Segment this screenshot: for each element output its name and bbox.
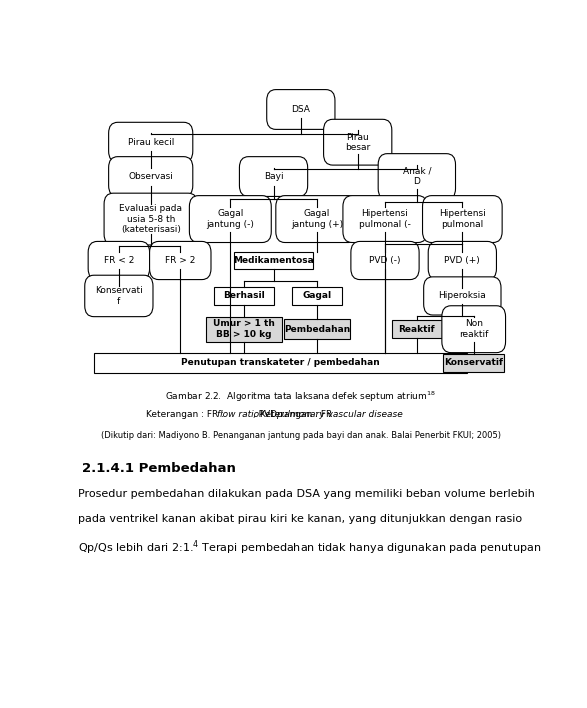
Text: DSA: DSA: [291, 105, 311, 114]
Text: Umur > 1 th
BB > 10 kg: Umur > 1 th BB > 10 kg: [213, 319, 275, 339]
Text: Gambar 2.2.  Algoritma tata laksana defek septum atrium$^{18}$: Gambar 2.2. Algoritma tata laksana defek…: [166, 389, 436, 404]
Text: Medikamentosa: Medikamentosa: [233, 256, 314, 265]
FancyBboxPatch shape: [85, 275, 153, 316]
Text: Pembedahan: Pembedahan: [284, 325, 350, 333]
Text: , PVD :: , PVD :: [253, 410, 286, 419]
Text: Penutupan transkateter / pembedahan: Penutupan transkateter / pembedahan: [181, 358, 380, 367]
Text: FR < 2: FR < 2: [104, 256, 134, 265]
FancyBboxPatch shape: [292, 287, 342, 305]
FancyBboxPatch shape: [378, 154, 456, 200]
FancyBboxPatch shape: [276, 195, 357, 243]
FancyBboxPatch shape: [88, 241, 150, 280]
FancyBboxPatch shape: [214, 287, 274, 305]
Text: Pirau
besar: Pirau besar: [345, 132, 370, 152]
Text: Hipertensi
pulmonal (-: Hipertensi pulmonal (-: [359, 210, 411, 229]
Text: Gagal: Gagal: [302, 292, 331, 300]
Text: pada ventrikel kanan akibat pirau kiri ke kanan, yang ditunjukkan dengan rasio: pada ventrikel kanan akibat pirau kiri k…: [78, 514, 522, 524]
Text: Gagal
jantung (+): Gagal jantung (+): [291, 210, 343, 229]
FancyBboxPatch shape: [234, 251, 313, 270]
FancyBboxPatch shape: [266, 90, 335, 130]
FancyBboxPatch shape: [94, 353, 467, 373]
Text: Hiperoksia: Hiperoksia: [438, 292, 486, 300]
FancyBboxPatch shape: [443, 354, 504, 372]
FancyBboxPatch shape: [284, 319, 350, 339]
Text: flow ratio: flow ratio: [217, 410, 259, 419]
FancyBboxPatch shape: [323, 120, 392, 165]
Text: 2.1.4.1 Pembedahan: 2.1.4.1 Pembedahan: [82, 462, 237, 475]
Text: Konservati
f: Konservati f: [95, 286, 143, 306]
Text: Observasi: Observasi: [129, 172, 173, 181]
Text: PVD (-): PVD (-): [369, 256, 401, 265]
Text: Konservatif: Konservatif: [444, 358, 503, 367]
Text: Non
reaktif: Non reaktif: [459, 319, 488, 339]
FancyBboxPatch shape: [207, 316, 282, 342]
Text: PVD (+): PVD (+): [444, 256, 480, 265]
FancyBboxPatch shape: [423, 195, 502, 243]
FancyBboxPatch shape: [109, 156, 193, 196]
FancyBboxPatch shape: [104, 193, 197, 245]
Text: Prosedur pembedahan dilakukan pada DSA yang memiliki beban volume berlebih: Prosedur pembedahan dilakukan pada DSA y…: [78, 489, 535, 499]
Text: Bayi: Bayi: [264, 172, 284, 181]
FancyBboxPatch shape: [190, 195, 271, 243]
Text: Anak /
D: Anak / D: [403, 167, 431, 186]
FancyBboxPatch shape: [429, 241, 497, 280]
FancyBboxPatch shape: [150, 241, 211, 280]
Text: Qp/Qs lebih dari 2:1.$^{4}$ Terapi pembedahan tidak hanya digunakan pada penutup: Qp/Qs lebih dari 2:1.$^{4}$ Terapi pembe…: [78, 539, 541, 557]
FancyBboxPatch shape: [442, 306, 505, 353]
Text: Gagal
jantung (-): Gagal jantung (-): [207, 210, 254, 229]
Text: Keterangan : FR :: Keterangan : FR :: [261, 410, 341, 419]
FancyBboxPatch shape: [343, 195, 427, 243]
Text: (Dikutip dari: Madiyono B. Penanganan jantung pada bayi dan anak. Balai Penerbit: (Dikutip dari: Madiyono B. Penanganan ja…: [101, 430, 501, 440]
Text: Reaktif: Reaktif: [399, 325, 435, 333]
FancyBboxPatch shape: [239, 156, 308, 196]
Text: Evaluasi pada
usia 5-8 th
(kateterisasi): Evaluasi pada usia 5-8 th (kateterisasi): [119, 204, 182, 234]
FancyBboxPatch shape: [351, 241, 419, 280]
Text: Hipertensi
pulmonal: Hipertensi pulmonal: [439, 210, 485, 229]
Text: Pirau kecil: Pirau kecil: [127, 137, 174, 147]
FancyBboxPatch shape: [424, 277, 501, 315]
Text: pulmonary vascular disease: pulmonary vascular disease: [276, 410, 403, 419]
Text: FR > 2: FR > 2: [165, 256, 195, 265]
FancyBboxPatch shape: [109, 122, 193, 162]
FancyBboxPatch shape: [392, 320, 442, 338]
Text: Berhasil: Berhasil: [223, 292, 265, 300]
Text: Keterangan : FR :: Keterangan : FR :: [146, 410, 227, 419]
